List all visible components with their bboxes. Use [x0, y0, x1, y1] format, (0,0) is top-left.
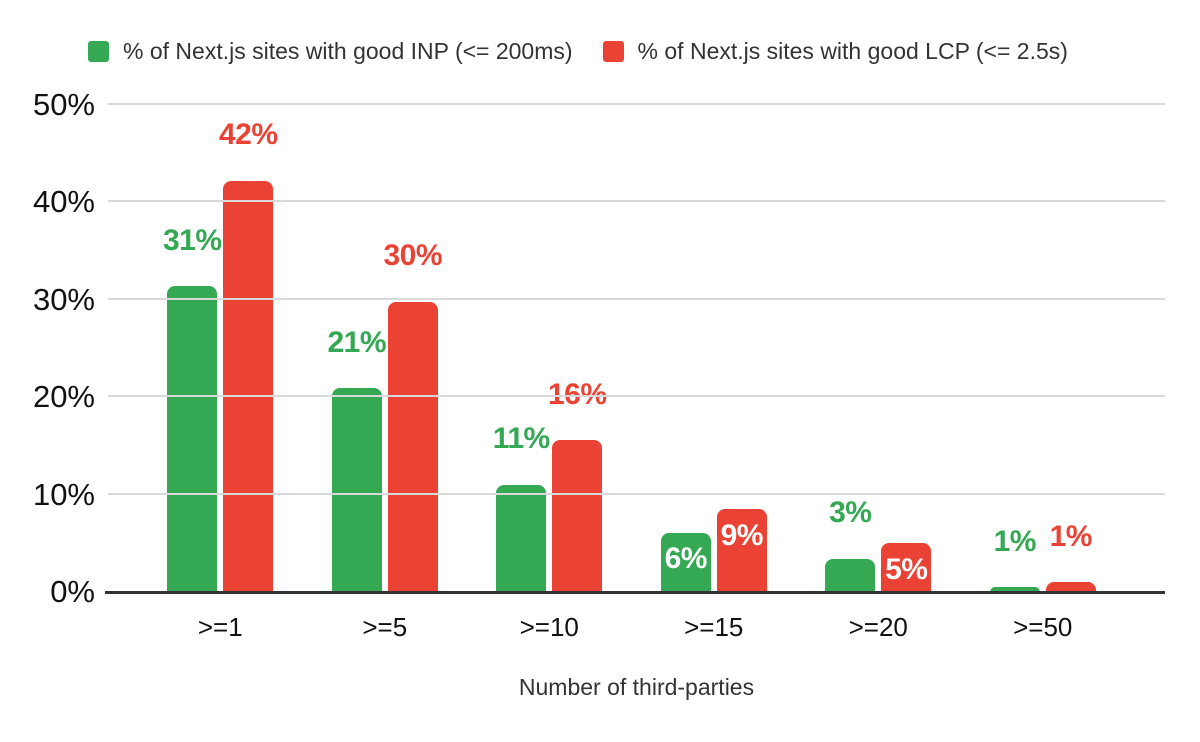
bar-inp->=5	[331, 388, 382, 592]
bar-slot: 6%	[660, 105, 711, 592]
bar-inp->=15	[660, 532, 711, 592]
bar-lcp->=1	[223, 180, 274, 592]
x-axis-tick: >=50	[1013, 612, 1073, 642]
gridline	[108, 492, 1165, 495]
bar-inp->=20	[825, 558, 876, 592]
bar-slot: 11%	[493, 105, 550, 592]
bar-value-label: 9%	[720, 518, 764, 552]
bar-group: 6% 9%	[632, 105, 797, 592]
y-axis-tick: 30%	[32, 281, 95, 317]
x-axis-tick: >=5	[362, 612, 408, 642]
x-axis-line	[105, 591, 1165, 594]
bar-slot: 16%	[548, 105, 607, 592]
bar-lcp->=15	[716, 509, 767, 592]
bar-slot: 30%	[383, 105, 443, 592]
bar-pair: 11% 16%	[493, 105, 607, 592]
bar-inp->=50	[989, 587, 1040, 592]
bar-slot: 31%	[163, 105, 222, 592]
bar-inp->=10	[496, 484, 547, 592]
bar-group: 21% 30%	[303, 105, 468, 592]
gridline	[108, 297, 1165, 300]
bar-value-label: 30%	[383, 239, 443, 273]
bar-lcp->=10	[552, 440, 603, 592]
y-axis-tick: 20%	[32, 379, 95, 415]
bar-slot: 3%	[825, 105, 876, 592]
y-axis-tick: 0%	[50, 574, 95, 609]
lcp-series-swatch-icon	[602, 41, 624, 62]
bar-group: 31% 42%	[138, 105, 303, 592]
plot-area: 31% 42% 21% 30% 11% 16% 6% 9% 3% 5% 1% 1%	[105, 103, 1165, 594]
x-axis-title: Number of third-parties	[518, 674, 755, 700]
bar-pair: 1% 1%	[989, 105, 1096, 592]
bar-lcp->=20	[881, 543, 932, 592]
bar-value-label: 5%	[885, 552, 928, 586]
bar-pair: 3% 5%	[825, 105, 932, 592]
bar-lcp->=5	[387, 301, 438, 592]
lcp-series-label: % of Next.js sites with good LCP (<= 2.5…	[637, 38, 1068, 64]
x-axis-tick: >=1	[197, 612, 243, 642]
bar-group: 3% 5%	[796, 105, 961, 592]
inp-series-label: % of Next.js sites with good INP (<= 200…	[123, 38, 573, 64]
bar-lcp->=50	[1045, 582, 1096, 592]
y-axis-tick: 10%	[32, 476, 95, 512]
bar-value-label: 3%	[829, 496, 872, 530]
bar-slot: 42%	[219, 105, 278, 592]
bar-slot: 21%	[327, 105, 387, 592]
bar-value-label: 1%	[1049, 519, 1093, 553]
gridline	[108, 395, 1165, 398]
bar-value-label: 6%	[664, 542, 708, 576]
bar-pair: 6% 9%	[660, 105, 767, 592]
bar-value-label: 31%	[162, 223, 222, 257]
bar-pair: 31% 42%	[163, 105, 278, 592]
bar-value-label: 1%	[993, 524, 1037, 558]
bar-value-label: 21%	[327, 325, 387, 359]
bar-group: 1% 1%	[961, 105, 1126, 592]
bar-slot: 1%	[1045, 105, 1096, 592]
x-axis-tick: >=15	[684, 612, 744, 642]
bar-slot: 1%	[989, 105, 1040, 592]
bar-value-label: 11%	[492, 422, 550, 456]
legend-item-lcp: % of Next.js sites with good LCP (<= 2.5…	[602, 38, 1068, 65]
gridline	[108, 200, 1165, 203]
y-axis-tick: 50%	[32, 87, 95, 122]
bar-value-label: 42%	[218, 118, 278, 152]
bar-group: 11% 16%	[467, 105, 632, 592]
x-axis-tick: >=20	[848, 612, 908, 642]
bar-slot: 5%	[881, 105, 932, 592]
inp-series-swatch-icon	[88, 41, 109, 62]
y-axis-tick: 40%	[32, 184, 95, 220]
x-axis-tick: >=10	[519, 612, 579, 642]
legend: % of Next.js sites with good INP (<= 200…	[88, 38, 1068, 65]
bar-value-label: 16%	[547, 377, 607, 411]
x-axis-ticks: >=1 >=5 >=10 >=15 >=20 >=50	[108, 612, 1165, 642]
bar-slot: 9%	[716, 105, 767, 592]
bar-pair: 21% 30%	[327, 105, 443, 592]
bar-columns: 31% 42% 21% 30% 11% 16% 6% 9% 3% 5% 1% 1%	[108, 105, 1165, 592]
legend-item-inp: % of Next.js sites with good INP (<= 200…	[88, 38, 573, 65]
bar-inp->=1	[167, 286, 218, 592]
gridline	[108, 103, 1165, 105]
